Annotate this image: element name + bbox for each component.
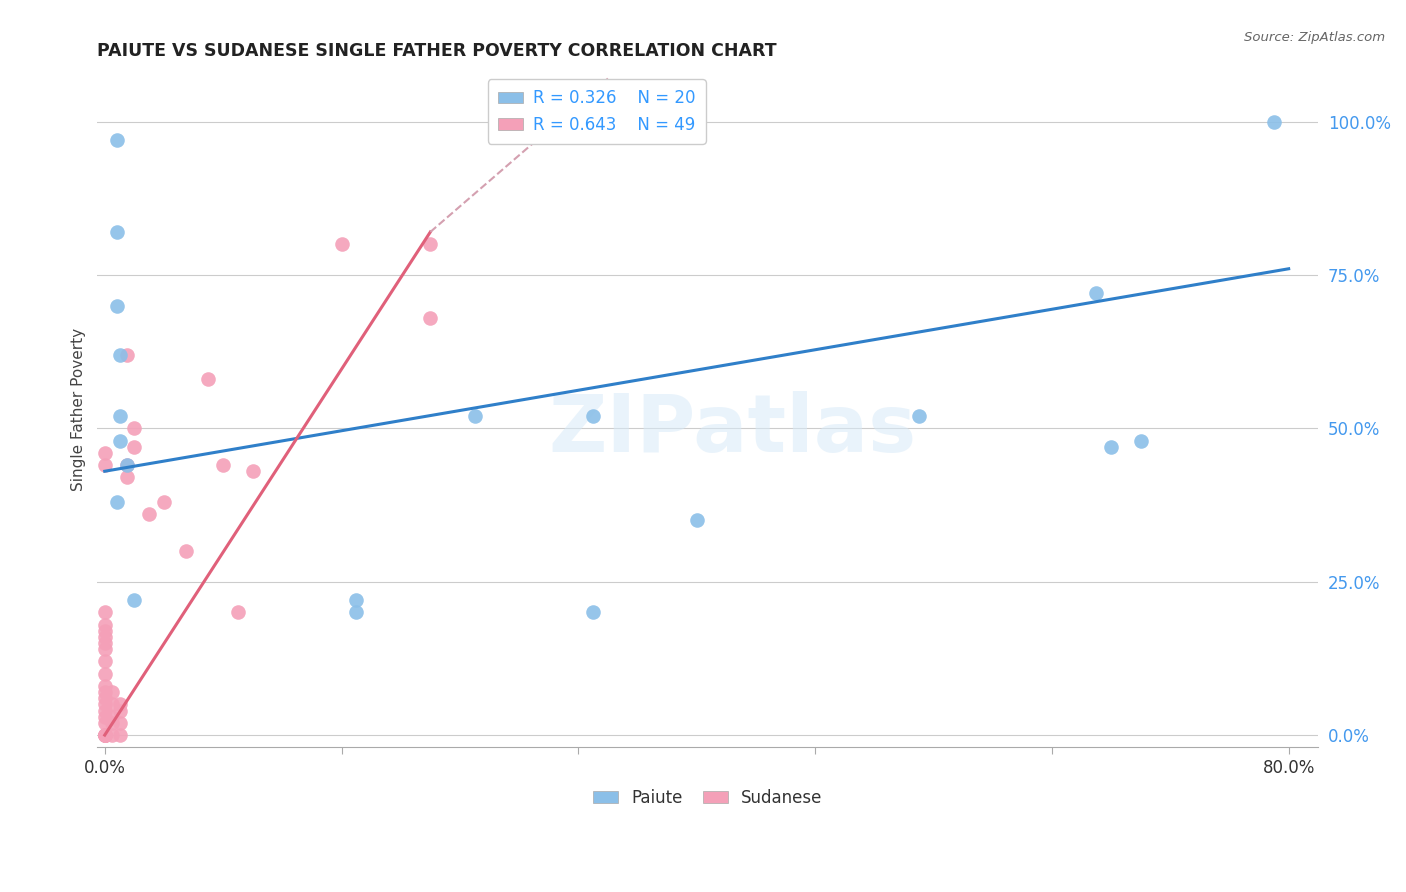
Point <box>1129 434 1152 448</box>
Text: Source: ZipAtlas.com: Source: ZipAtlas.com <box>1244 31 1385 45</box>
Point <box>115 458 138 472</box>
Point <box>1085 286 1108 301</box>
Point <box>1263 114 1285 128</box>
Point <box>153 495 176 509</box>
Point <box>907 409 929 423</box>
Point <box>686 513 709 527</box>
Point <box>105 133 128 147</box>
Point <box>94 655 117 669</box>
Point <box>105 225 128 239</box>
Point <box>582 409 605 423</box>
Point <box>124 440 146 454</box>
Point <box>94 709 117 723</box>
Point <box>242 464 264 478</box>
Point <box>197 372 219 386</box>
Point <box>108 348 131 362</box>
Point <box>138 507 160 521</box>
Point <box>115 470 138 484</box>
Point <box>101 728 124 742</box>
Point <box>94 728 117 742</box>
Point <box>94 630 117 644</box>
Point <box>108 728 131 742</box>
Point <box>105 299 128 313</box>
Point <box>94 728 117 742</box>
Point <box>94 636 117 650</box>
Point <box>344 606 367 620</box>
Y-axis label: Single Father Poverty: Single Father Poverty <box>72 328 86 491</box>
Point <box>108 704 131 718</box>
Point <box>94 728 117 742</box>
Point <box>108 698 131 712</box>
Point <box>124 593 146 607</box>
Point <box>124 421 146 435</box>
Point <box>212 458 235 472</box>
Point <box>226 606 249 620</box>
Point <box>94 715 117 730</box>
Point <box>94 666 117 681</box>
Point <box>94 458 117 472</box>
Point <box>419 310 441 325</box>
Point <box>101 715 124 730</box>
Point <box>464 409 486 423</box>
Point <box>115 458 138 472</box>
Text: PAIUTE VS SUDANESE SINGLE FATHER POVERTY CORRELATION CHART: PAIUTE VS SUDANESE SINGLE FATHER POVERTY… <box>97 42 778 60</box>
Point <box>94 728 117 742</box>
Point <box>94 728 117 742</box>
Point <box>94 685 117 699</box>
Point <box>94 617 117 632</box>
Point <box>108 434 131 448</box>
Point <box>94 446 117 460</box>
Point <box>101 709 124 723</box>
Point <box>582 606 605 620</box>
Point <box>94 642 117 657</box>
Point <box>419 237 441 252</box>
Point <box>94 728 117 742</box>
Point <box>94 698 117 712</box>
Point <box>94 606 117 620</box>
Point <box>174 544 197 558</box>
Point <box>108 409 131 423</box>
Point <box>344 593 367 607</box>
Point <box>1099 440 1122 454</box>
Point <box>101 698 124 712</box>
Point <box>94 679 117 693</box>
Point <box>94 728 117 742</box>
Point <box>108 715 131 730</box>
Point <box>94 704 117 718</box>
Point <box>94 691 117 706</box>
Text: ZIPatlas: ZIPatlas <box>548 391 917 469</box>
Point <box>101 685 124 699</box>
Point <box>94 624 117 638</box>
Point <box>330 237 353 252</box>
Point <box>105 495 128 509</box>
Point <box>115 348 138 362</box>
Legend: Paiute, Sudanese: Paiute, Sudanese <box>586 782 830 814</box>
Point <box>94 728 117 742</box>
